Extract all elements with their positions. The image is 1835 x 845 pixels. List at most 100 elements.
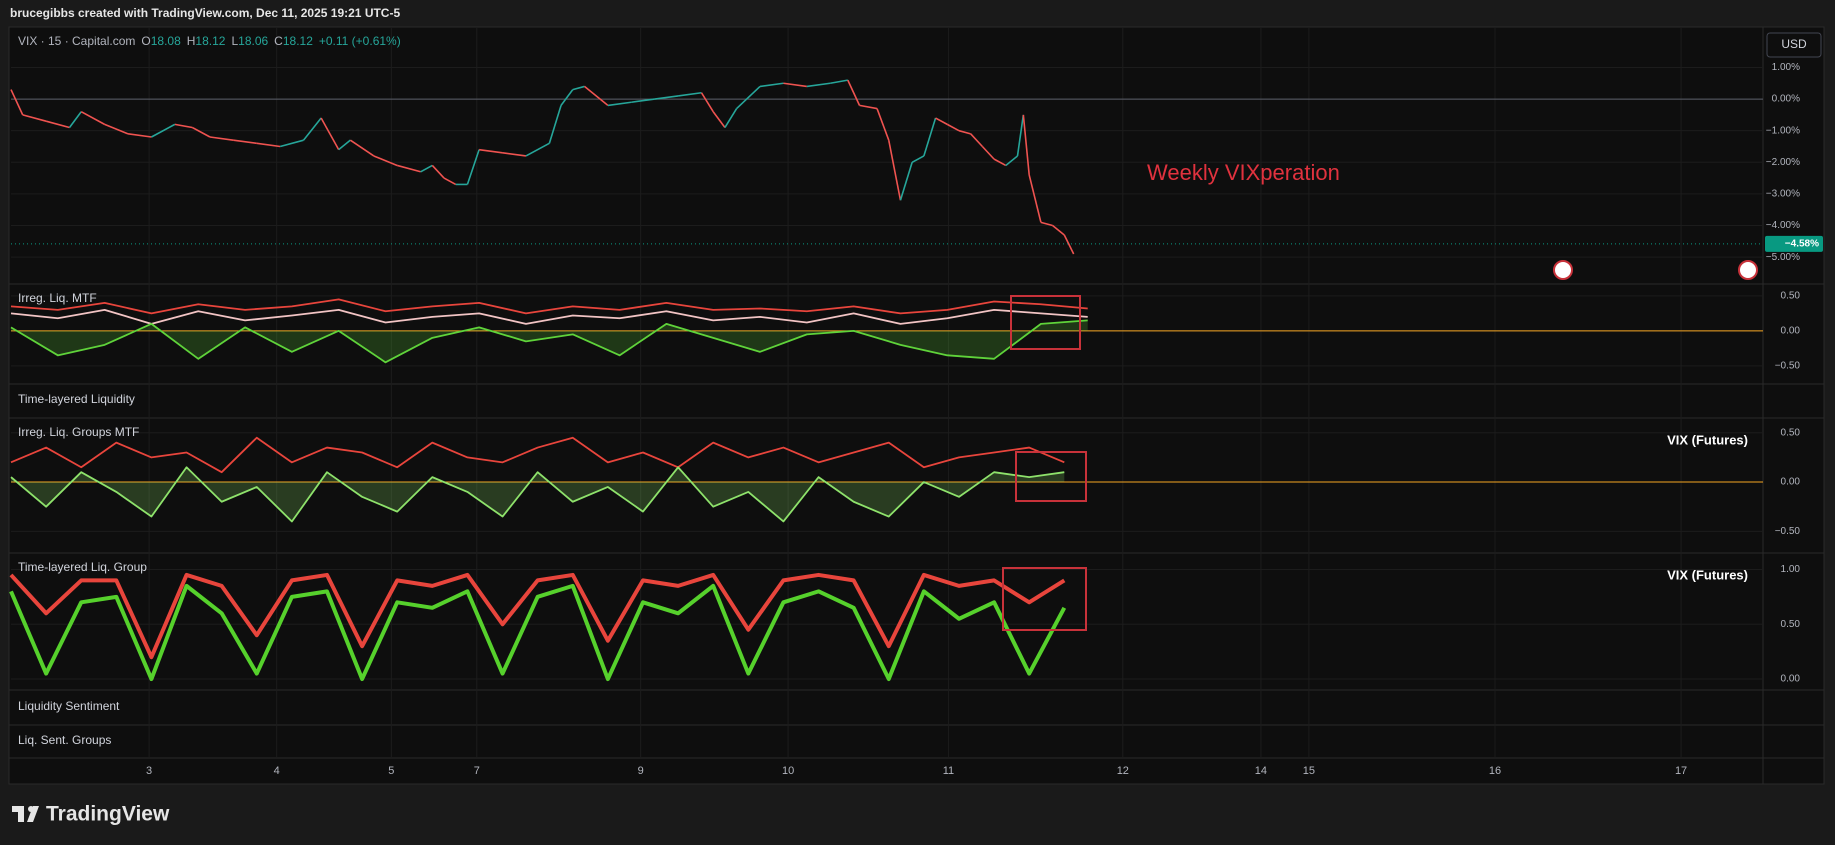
pane-title: Liq. Sent. Groups — [18, 733, 111, 747]
price-segment — [45, 120, 70, 129]
price-segment — [397, 164, 421, 173]
event-flag[interactable] — [1553, 260, 1573, 280]
price-segment — [68, 111, 82, 129]
value: 18.12 — [195, 34, 226, 48]
y-tick-label: 1.00 — [1781, 564, 1801, 575]
y-tick-label: 0.00 — [1781, 325, 1801, 336]
last-price-label: −4.58% — [1785, 238, 1819, 249]
highlight-boxes — [1002, 295, 1087, 631]
x-tick-label: 10 — [782, 765, 794, 777]
value: 18.06 — [238, 34, 269, 48]
logo-text: TradingView — [46, 803, 170, 826]
price-segment — [631, 98, 655, 104]
x-tick-label: 12 — [1117, 765, 1129, 777]
pane-separators — [9, 27, 1824, 784]
logo-icon — [28, 806, 34, 812]
y-tick-label: −5.00% — [1766, 252, 1800, 263]
price-segment — [10, 89, 24, 116]
x-tick-label: 17 — [1675, 765, 1687, 777]
pane-title: Time-layered Liq. Group — [18, 560, 147, 574]
price-segment — [1040, 221, 1053, 227]
price-segment — [256, 142, 281, 148]
x-tick-label: 3 — [146, 765, 152, 777]
price-segment — [935, 117, 948, 126]
price-segment — [876, 108, 890, 141]
chart-frame — [8, 26, 1825, 785]
symbol-bar: VIX · 15 · Capital.com O18.08 H18.12 L18… — [18, 34, 401, 48]
y-tick-label: −0.50 — [1775, 360, 1801, 371]
y-tick-label: −2.00% — [1766, 157, 1800, 168]
price-segment — [80, 111, 106, 126]
price-segment — [1016, 114, 1025, 157]
x-tick-label: 16 — [1489, 765, 1501, 777]
price-segment — [1063, 234, 1075, 255]
annotation: VIX (Futures) — [1667, 432, 1748, 447]
price-segment — [736, 85, 761, 110]
series-area — [11, 320, 1088, 363]
change: +0.11 (+0.61%) — [318, 34, 401, 48]
y-tick-label: 0.50 — [1781, 427, 1801, 438]
price-segment — [320, 117, 340, 151]
label: H — [186, 34, 196, 48]
series-line — [10, 436, 1065, 474]
price-segment — [1052, 224, 1065, 236]
price-segment — [479, 148, 503, 154]
y-tick-label: 0.50 — [1781, 291, 1801, 302]
price-segment — [946, 123, 960, 132]
price-segment — [583, 85, 609, 107]
y-tick-label: −0.50 — [1775, 526, 1801, 537]
y-tick-label: 0.50 — [1781, 619, 1801, 630]
price-segment — [302, 117, 322, 141]
x-tick-label: 11 — [943, 765, 954, 777]
price-segment — [783, 82, 807, 88]
y-tick-label: −4.00% — [1766, 220, 1800, 231]
x-tick-label: 15 — [1303, 765, 1315, 777]
annotation: Weekly VIXperation — [1147, 160, 1340, 185]
price-segment — [654, 95, 679, 100]
highlight-box — [1010, 295, 1081, 350]
price-segment — [677, 91, 702, 97]
series-line — [10, 466, 1065, 523]
currency-button[interactable] — [1766, 32, 1822, 58]
annotation: VIX (Futures) — [1667, 567, 1748, 582]
price-segment — [443, 177, 457, 186]
series-line — [10, 319, 1088, 364]
credit: brucegibbs created with TradingView.com,… — [10, 6, 400, 20]
price-segment — [338, 139, 351, 151]
series-line — [10, 298, 1088, 315]
price-segment — [349, 139, 375, 157]
label: O — [141, 34, 151, 48]
price-segment — [806, 82, 831, 88]
price-segment — [899, 162, 913, 201]
pane-title: Time-layered Liquidity — [18, 392, 135, 406]
x-tick-label: 5 — [388, 765, 394, 777]
price-segment — [970, 133, 983, 148]
price-segment — [209, 136, 234, 141]
price-segment — [572, 85, 585, 91]
price-segment — [712, 111, 726, 129]
currency: USD — [1781, 37, 1807, 51]
price-segment — [151, 123, 176, 138]
price-segment — [279, 139, 304, 148]
y-tick-label: −3.00% — [1766, 189, 1800, 200]
price-segment — [1028, 174, 1042, 223]
value: 18.08 — [150, 34, 181, 48]
price-segment — [373, 155, 398, 167]
price-segment — [724, 108, 738, 128]
price-segment — [548, 105, 562, 144]
price-segment — [847, 79, 861, 106]
price-segment — [993, 158, 1007, 167]
y-tick-label: 0.00% — [1772, 94, 1800, 105]
price-segment — [104, 123, 129, 135]
price-segment — [127, 133, 152, 138]
series-line — [10, 308, 1088, 325]
x-tick-label: 4 — [274, 765, 280, 777]
price-segment — [958, 129, 971, 135]
event-flag[interactable] — [1738, 260, 1758, 280]
price-segment — [431, 164, 445, 179]
y-tick-label: 1.00% — [1772, 62, 1800, 73]
y-tick-label: 0.00 — [1781, 477, 1801, 488]
logo: TradingView — [12, 803, 170, 826]
